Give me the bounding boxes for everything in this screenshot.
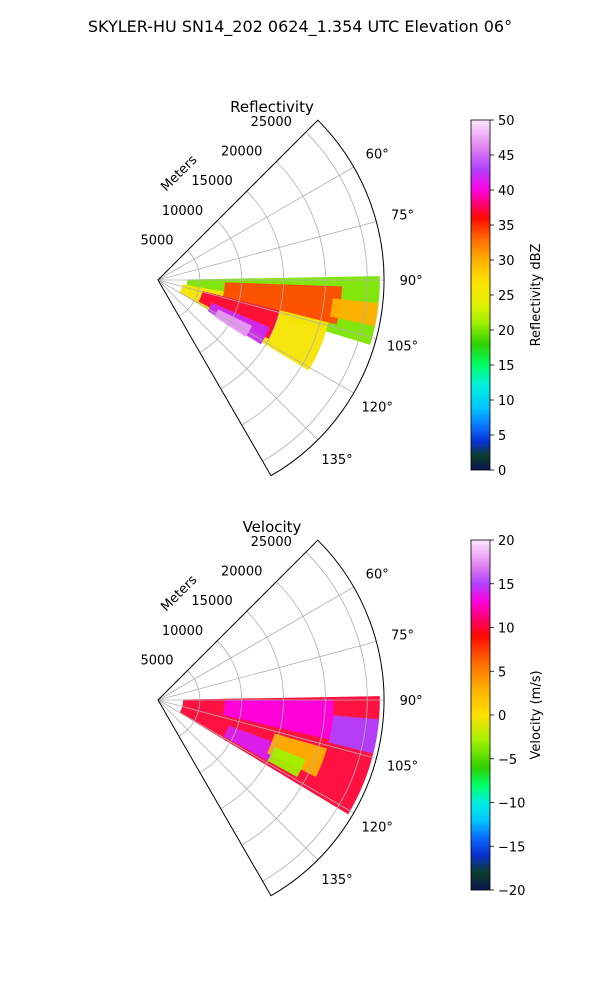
azimuth-tick-label: 75° xyxy=(391,208,414,223)
azimuth-tick-label: 135° xyxy=(321,453,352,468)
sector-outline xyxy=(157,119,385,477)
echo-layer xyxy=(179,276,380,371)
azimuth-tick-label: 105° xyxy=(387,760,418,775)
azimuth-tick-label: 120° xyxy=(362,821,393,836)
echo-layer xyxy=(179,696,380,815)
colorbar-tick-label: 15 xyxy=(498,578,515,593)
colorbar-tick-label: 25 xyxy=(498,289,515,304)
azimuth-gridline xyxy=(157,279,377,339)
colorbar-tick-label: −20 xyxy=(498,884,525,899)
azimuth-tick-label: 60° xyxy=(366,147,389,162)
radial-tick-label: 20000 xyxy=(221,145,262,160)
azimuth-gridline xyxy=(157,221,377,281)
radial-tick-label: 25000 xyxy=(251,535,292,550)
azimuth-tick-label: 90° xyxy=(400,274,423,289)
colorbar xyxy=(470,539,491,891)
radial-tick-label: 10000 xyxy=(162,624,203,639)
colorbar-tick-label: 5 xyxy=(498,429,506,444)
azimuth-tick-label: 135° xyxy=(321,873,352,888)
colorbar-tick-label: −15 xyxy=(498,840,525,855)
azimuth-tick-label: 105° xyxy=(387,340,418,355)
azimuth-tick-label: 120° xyxy=(362,401,393,416)
colorbar-tick-label: 15 xyxy=(498,359,515,374)
colorbar-tick-label: 0 xyxy=(498,464,506,479)
colorbar-tick-label: 0 xyxy=(498,709,506,724)
range-ring xyxy=(220,190,284,390)
azimuth-gridline xyxy=(157,641,377,701)
range-ring xyxy=(220,610,284,810)
colorbar-label: Velocity (m/s) xyxy=(529,670,544,759)
echo-region xyxy=(328,715,379,754)
echo-region xyxy=(267,747,306,778)
range-ring xyxy=(178,670,201,737)
echo-region xyxy=(223,725,276,761)
colorbar-label: Reflectivity dBZ xyxy=(529,244,544,347)
echo-region xyxy=(329,298,379,327)
azimuth-gridline xyxy=(157,699,319,861)
colorbar-tick-label: 40 xyxy=(498,184,515,199)
colorbar-tick-label: 10 xyxy=(498,622,515,637)
colorbar-tick-label: 45 xyxy=(498,149,515,164)
azimuth-gridline xyxy=(157,699,377,759)
panel-title: Velocity xyxy=(243,518,302,536)
radial-tick-label: 15000 xyxy=(191,594,232,609)
colorbar-tick-label: 20 xyxy=(498,324,515,339)
colorbar-tick-label: −10 xyxy=(498,797,525,812)
colorbar-tick-label: 35 xyxy=(498,219,515,234)
radial-tick-label: 5000 xyxy=(140,653,173,668)
azimuth-tick-label: 60° xyxy=(366,567,389,582)
sector-outline xyxy=(157,539,385,897)
range-ring xyxy=(178,250,201,317)
colorbar-tick-label: −5 xyxy=(498,753,517,768)
range-ring xyxy=(199,220,243,353)
azimuth-gridline xyxy=(157,279,319,441)
colorbar-tick-label: 5 xyxy=(498,665,506,680)
radial-tick-label: 20000 xyxy=(221,565,262,580)
colorbar-tick-label: 20 xyxy=(498,534,515,549)
panel-title: Reflectivity xyxy=(230,98,314,116)
radial-tick-label: 15000 xyxy=(191,174,232,189)
azimuth-tick-label: 75° xyxy=(391,628,414,643)
azimuth-gridline xyxy=(157,166,354,281)
range-ring xyxy=(199,640,243,773)
range-ring xyxy=(262,131,368,462)
radial-tick-label: 5000 xyxy=(140,233,173,248)
radial-tick-label: 25000 xyxy=(251,115,292,130)
colorbar-tick-label: 50 xyxy=(498,114,515,129)
azimuth-gridline xyxy=(157,279,354,394)
range-ring xyxy=(262,551,368,882)
azimuth-tick-label: 90° xyxy=(400,694,423,709)
azimuth-gridline xyxy=(157,699,354,814)
echo-region xyxy=(222,282,343,325)
colorbar-tick-label: 10 xyxy=(498,394,515,409)
azimuth-gridline xyxy=(157,586,354,701)
colorbar xyxy=(470,119,491,471)
radial-tick-label: 10000 xyxy=(162,204,203,219)
figure-suptitle: SKYLER-HU SN14_202 0624_1.354 UTC Elevat… xyxy=(88,17,512,37)
echo-region xyxy=(223,700,334,740)
colorbar-tick-label: 30 xyxy=(498,254,515,269)
reflectivity-panel: Reflectivity500010000150002000025000Mete… xyxy=(140,98,544,479)
